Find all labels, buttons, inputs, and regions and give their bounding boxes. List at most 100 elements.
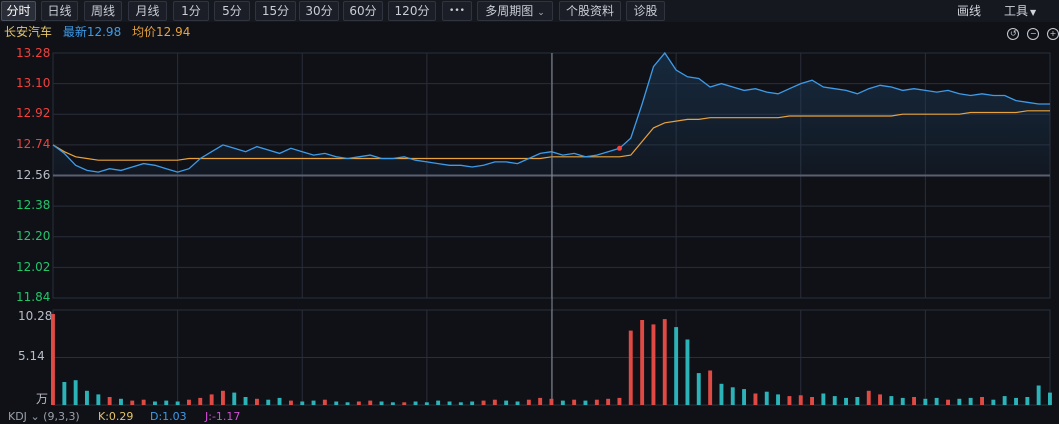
volume-bar (1025, 397, 1030, 405)
indicator-bar: KDJ ⌄ (9,3,3) K:0.29 D:1.03 J:-1.17 (0, 410, 1059, 424)
stock-info-bar: 长安汽车 最新12.98 均价12.94 (4, 24, 197, 40)
indicator-selector[interactable]: KDJ ⌄ (9,3,3) (8, 410, 80, 424)
volume-bar (708, 370, 713, 405)
tab-5min[interactable]: 5分 (214, 1, 250, 21)
current-point-marker (617, 145, 622, 151)
volume-bar (51, 314, 55, 405)
draw-line-label: 画线 (957, 4, 982, 18)
latest-price: 最新12.98 (62, 25, 122, 39)
volume-bar (934, 397, 939, 405)
period-toolbar: 分时 日线 周线 月线 1分 5分 15分 30分 60分 120分 ••• 多… (0, 0, 1059, 22)
volume-bar (844, 397, 848, 405)
volume-bar (685, 339, 690, 405)
volume-bar (923, 398, 928, 405)
volume-bar (572, 399, 577, 405)
volume-bar (413, 401, 418, 405)
volume-bar (481, 400, 486, 405)
volume-bar (821, 393, 826, 405)
volume-bar (1002, 396, 1007, 405)
volume-bar (526, 399, 531, 405)
zoom-out-icon[interactable]: − (1027, 28, 1040, 40)
kdj-k-value: K:0.29 (98, 410, 134, 423)
volume-bar (1036, 385, 1041, 405)
volume-bar (164, 400, 169, 405)
draw-line-menu[interactable]: 画线 (957, 1, 981, 21)
volume-bar (322, 399, 327, 405)
volume-bar (878, 394, 882, 405)
volume-bar (606, 398, 611, 405)
volume-bar (583, 400, 588, 405)
volume-bar (1014, 397, 1018, 405)
volume-bar (356, 401, 361, 405)
tab-daily[interactable]: 日线 (41, 1, 78, 21)
volume-bar (515, 401, 520, 405)
tab-60min[interactable]: 60分 (343, 1, 383, 21)
volume-bars (51, 314, 1052, 405)
volume-bar (628, 330, 633, 405)
more-periods-button[interactable]: ••• (442, 1, 472, 21)
volume-bar (187, 399, 191, 405)
volume-bar (753, 393, 758, 405)
volume-bar (504, 400, 509, 405)
volume-bar (221, 390, 225, 405)
volume-bar (492, 399, 497, 405)
tools-menu[interactable]: 工具 ▼ (1004, 1, 1036, 21)
stock-profile-button[interactable]: 个股资料 (559, 1, 621, 21)
volume-bar (719, 383, 724, 405)
price-tick: 12.38 (16, 198, 51, 212)
kdj-j-value: J:-1.17 (205, 410, 241, 423)
volume-bar (549, 398, 554, 405)
tab-120min[interactable]: 120分 (388, 1, 436, 21)
price-tick: 12.92 (16, 106, 51, 120)
volume-bar (617, 397, 622, 405)
volume-bar (855, 397, 860, 405)
multi-period-dropdown[interactable]: 多周期图 ⌄ (477, 1, 553, 21)
tab-monthly[interactable]: 月线 (128, 1, 167, 21)
tab-30min[interactable]: 30分 (299, 1, 339, 21)
volume-bar (119, 398, 123, 405)
volume-bar (255, 398, 259, 405)
history-icon[interactable]: ↺ (1007, 28, 1020, 40)
volume-bar (991, 399, 996, 405)
chevron-down-icon: ⌄ (30, 410, 40, 423)
volume-bar (130, 400, 135, 405)
tab-15min[interactable]: 15分 (255, 1, 296, 21)
volume-bar (447, 401, 452, 405)
volume-bar (594, 399, 599, 405)
volume-bar (651, 324, 656, 405)
chevron-down-icon: ⌄ (537, 8, 545, 18)
volume-bar (311, 400, 316, 405)
volume-bar (470, 401, 475, 405)
volume-bar (798, 395, 803, 405)
volume-bar (889, 396, 894, 405)
volume-bar (232, 392, 237, 405)
tab-1min[interactable]: 1分 (173, 1, 209, 21)
volume-bar (640, 320, 645, 405)
volume-tick: 5.14 (18, 349, 45, 363)
volume-bar (696, 373, 701, 405)
volume-bar (73, 380, 78, 405)
volume-bar (243, 397, 248, 405)
volume-bar (390, 402, 395, 405)
volume-bar (96, 394, 101, 405)
tools-label: 工具 (1004, 4, 1029, 18)
volume-bar (674, 327, 679, 405)
diagnose-button[interactable]: 诊股 (626, 1, 665, 21)
volume-bar (198, 397, 203, 405)
tab-weekly[interactable]: 周线 (84, 1, 122, 21)
volume-bar (175, 401, 180, 405)
volume-bar (1048, 392, 1052, 405)
volume-bar (345, 402, 350, 405)
volume-unit: 万 (36, 392, 49, 406)
volume-bar (62, 382, 67, 405)
caret-down-icon: ▼ (1030, 8, 1037, 17)
volume-bar (900, 397, 905, 405)
price-tick: 12.02 (16, 260, 51, 274)
volume-bar (912, 397, 916, 405)
volume-bar (209, 394, 214, 405)
volume-bar (742, 389, 746, 405)
tab-intraday[interactable]: 分时 (1, 1, 36, 21)
volume-bar (141, 399, 146, 405)
volume-bar (402, 402, 407, 405)
